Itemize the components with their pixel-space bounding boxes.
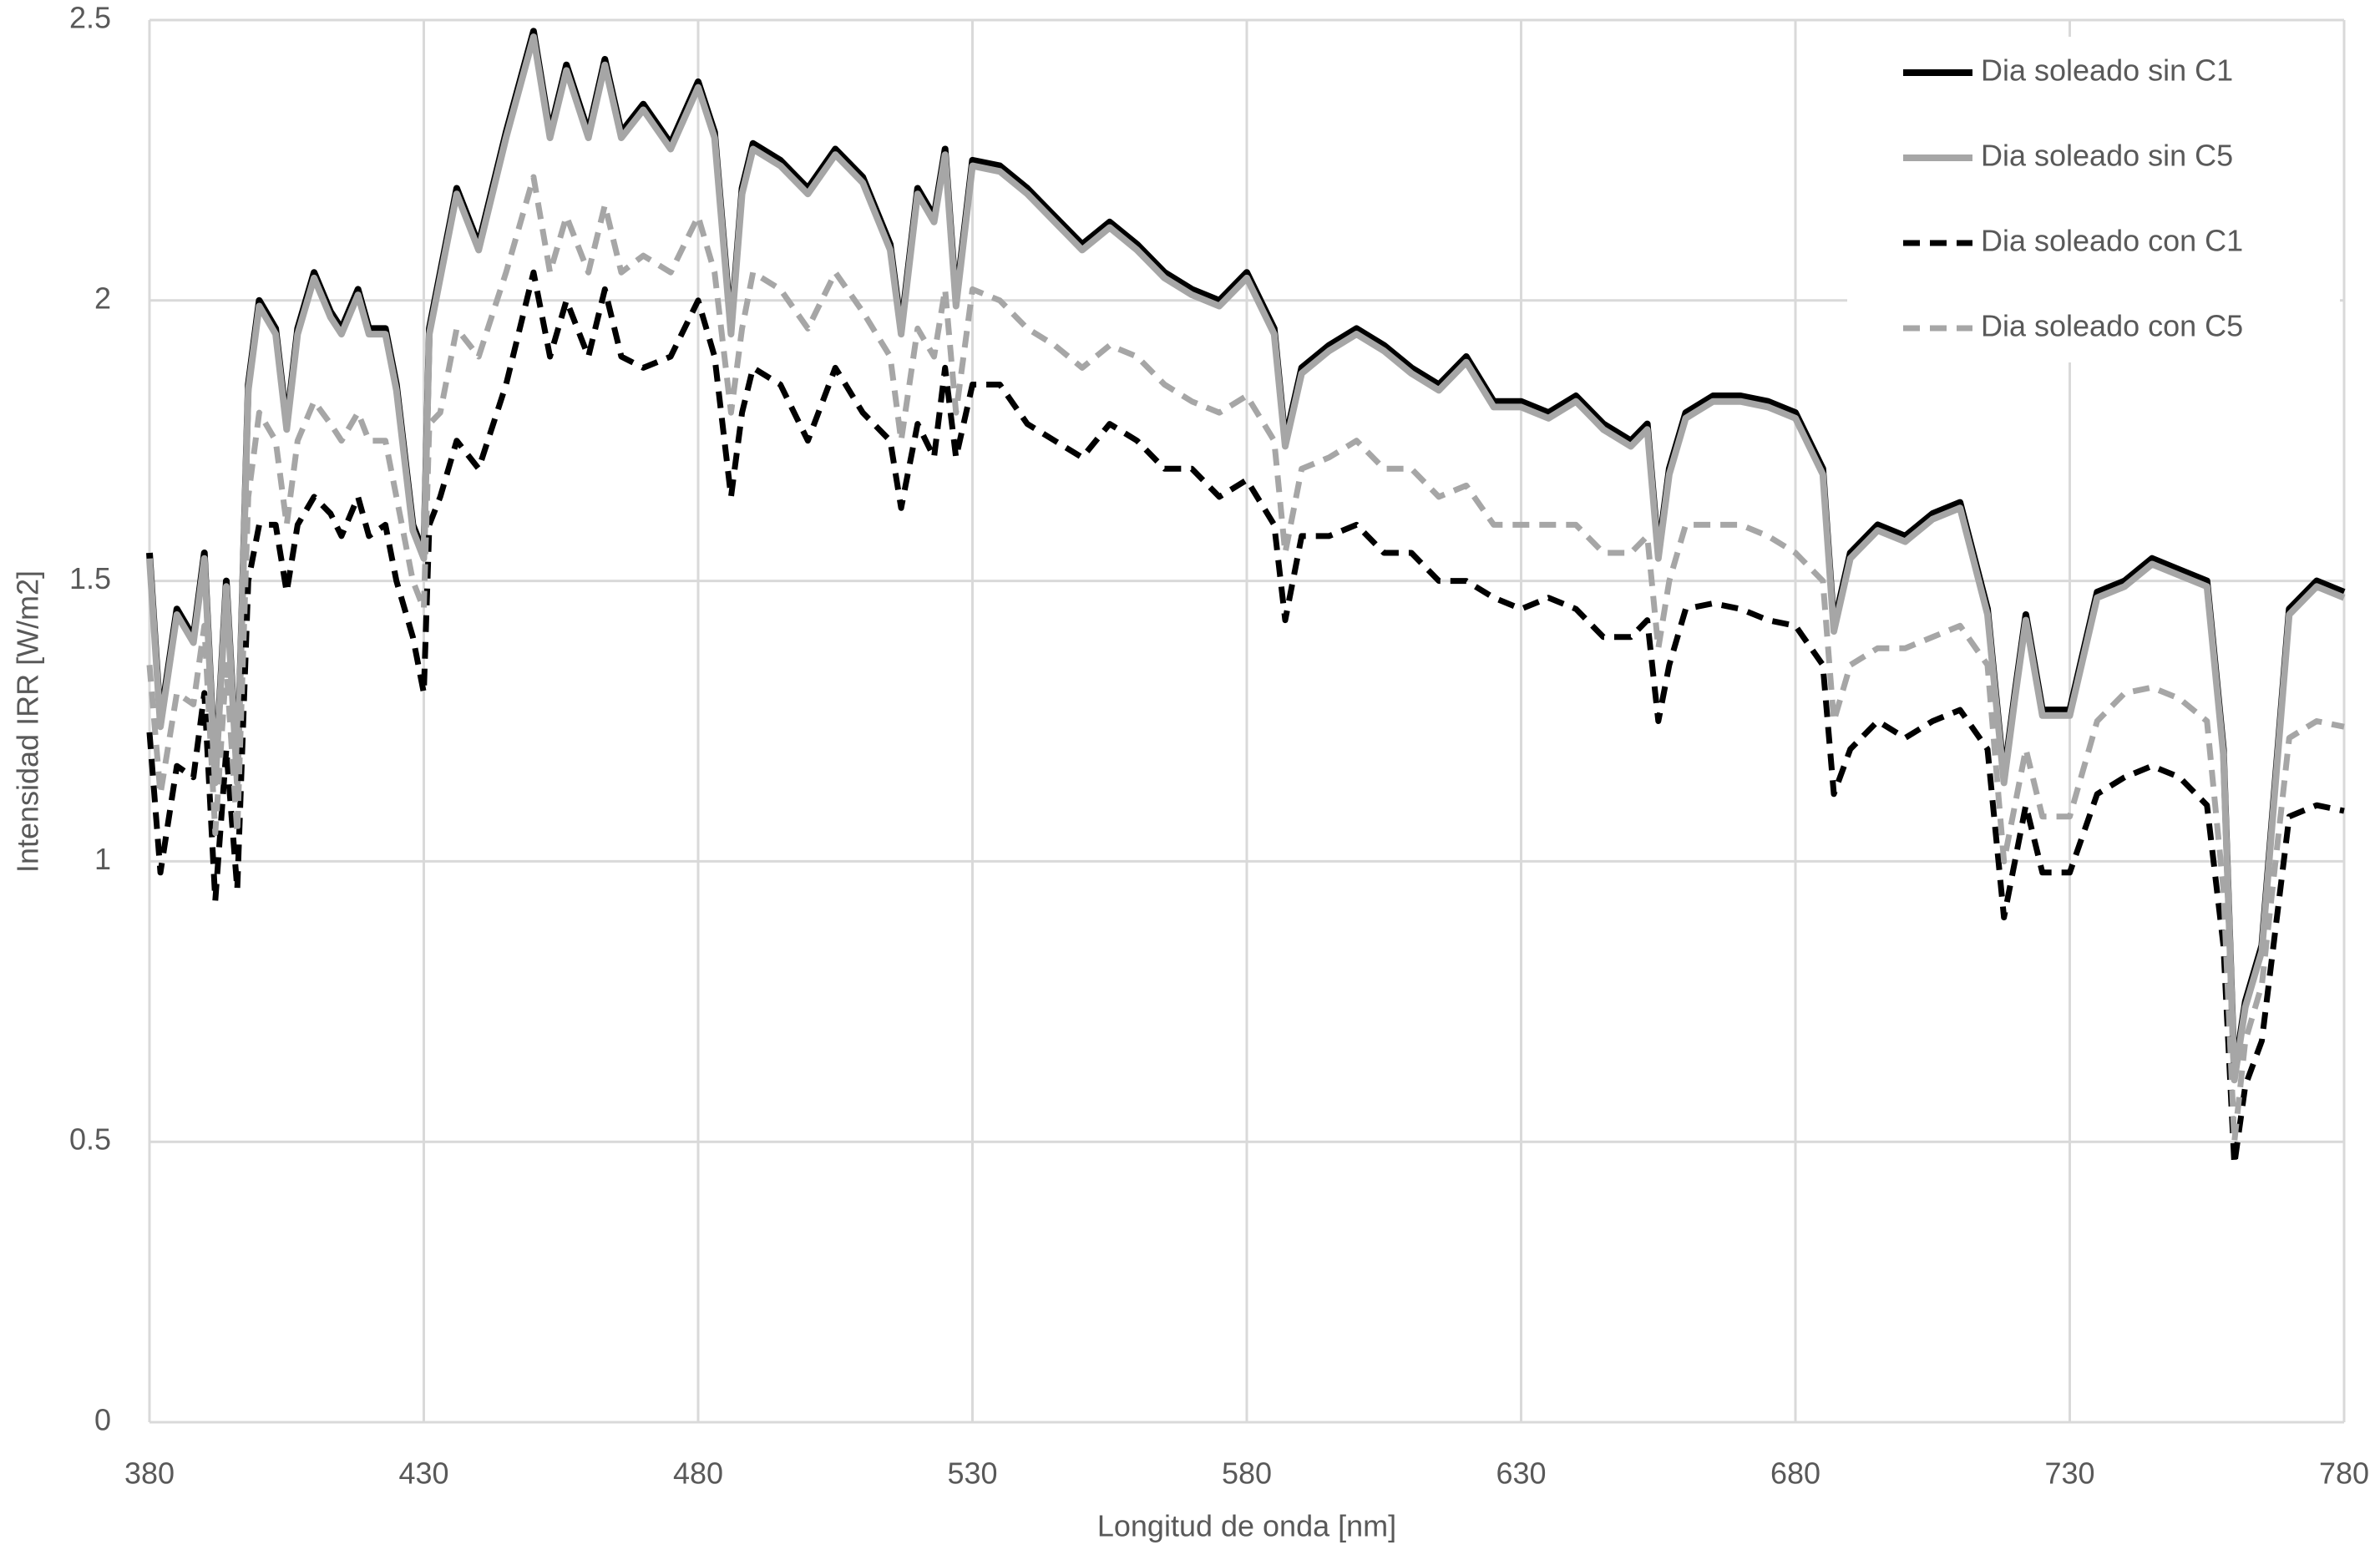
x-tick-label: 430 — [398, 1456, 448, 1491]
legend-label: Dia soleado sin C1 — [1981, 53, 2233, 88]
legend-box — [1847, 37, 2340, 362]
y-tick-label: 2.5 — [69, 1, 111, 35]
x-tick-label: 730 — [2044, 1456, 2094, 1491]
series-line — [146, 174, 2345, 1145]
series-line — [146, 269, 2345, 1168]
series-line — [146, 28, 2346, 1078]
x-tick-label: 380 — [124, 1456, 175, 1491]
x-axis-label: Longitud de onda [nm] — [1097, 1509, 1396, 1543]
x-tick-label: 680 — [1770, 1456, 1820, 1491]
y-axis-label: Intensidad IRR [W/m2] — [11, 570, 45, 873]
x-tick-label: 480 — [673, 1456, 723, 1491]
y-tick-label: 1 — [94, 842, 111, 876]
y-tick-label: 2 — [94, 281, 111, 315]
y-tick-label: 0.5 — [69, 1122, 111, 1157]
legend-label: Dia soleado con C5 — [1981, 309, 2243, 343]
x-tick-label: 630 — [1496, 1456, 1546, 1491]
y-tick-label: 1.5 — [69, 561, 111, 595]
y-tick-label: 0 — [94, 1403, 111, 1437]
x-tick-label: 530 — [947, 1456, 997, 1491]
legend-label: Dia soleado sin C5 — [1981, 139, 2233, 173]
legend-label: Dia soleado con C1 — [1981, 224, 2243, 258]
series-line — [146, 33, 2346, 1084]
x-tick-label: 580 — [1222, 1456, 1272, 1491]
x-tick-label: 780 — [2319, 1456, 2369, 1491]
